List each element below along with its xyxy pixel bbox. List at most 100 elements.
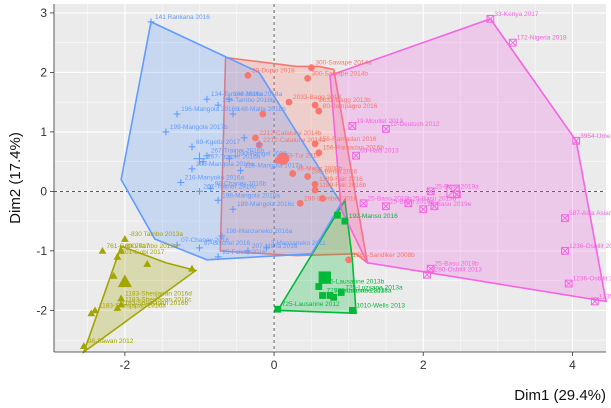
point-label: 725-Lausanne 2013c bbox=[327, 287, 389, 294]
point-label: 3-Manzaneko 2011 bbox=[271, 240, 327, 247]
data-point bbox=[259, 110, 267, 118]
data-point bbox=[274, 305, 282, 313]
point-label: 156-Ramadan 2016b bbox=[323, 145, 384, 152]
data-point bbox=[188, 165, 196, 173]
x-tick-label: 4 bbox=[569, 358, 576, 372]
point-label: 33-Kenya 2017 bbox=[494, 11, 538, 18]
y-tick-label: -2 bbox=[36, 303, 47, 317]
data-point bbox=[382, 202, 390, 211]
point-label: 189-Mangola 2016c bbox=[237, 201, 295, 208]
point-label: 98-Mertz 2009b bbox=[297, 166, 343, 173]
point-label: 07-Chaney 2016 bbox=[181, 237, 229, 244]
cluster-centroid bbox=[117, 274, 132, 288]
data-point bbox=[341, 217, 349, 225]
point-label: 12-Deutsch 2012 bbox=[390, 121, 440, 128]
data-point bbox=[188, 143, 196, 151]
data-point bbox=[296, 199, 304, 207]
data-point bbox=[162, 128, 170, 136]
point-label: 134-Tambo 2016b bbox=[222, 97, 275, 104]
point-label: 65-Haiti 2013 bbox=[360, 148, 399, 155]
point-label: 1183-Shesjapan 2016b bbox=[121, 300, 188, 307]
y-tick-label: 0 bbox=[40, 184, 47, 198]
point-label: 97-Bischel 2016 bbox=[203, 240, 250, 247]
point-label: 198-Mangola 2016a bbox=[222, 192, 280, 199]
data-point bbox=[561, 214, 569, 223]
data-point bbox=[229, 110, 237, 118]
point-label: 587-Asia Asian 2014 bbox=[569, 210, 611, 217]
y-tick-label: -1 bbox=[36, 244, 47, 258]
data-point bbox=[237, 167, 244, 174]
point-label: 25-Basu 2019b bbox=[435, 261, 479, 268]
data-point bbox=[319, 292, 326, 299]
data-point bbox=[79, 342, 88, 349]
y-tick-label: 2 bbox=[40, 65, 47, 79]
data-point bbox=[508, 38, 517, 47]
data-point bbox=[214, 253, 222, 261]
data-point bbox=[572, 136, 581, 145]
data-point bbox=[252, 134, 259, 142]
data-point bbox=[315, 149, 323, 157]
data-point bbox=[348, 306, 356, 314]
point-label: 300-Sawape 2014b bbox=[312, 70, 369, 77]
data-point bbox=[196, 187, 203, 195]
data-point bbox=[311, 101, 319, 109]
data-point bbox=[173, 110, 181, 118]
data-point bbox=[240, 134, 248, 142]
data-point bbox=[304, 74, 312, 82]
point-label: 95-Foleta 2016 bbox=[222, 249, 266, 256]
data-point bbox=[188, 264, 196, 272]
data-point bbox=[147, 18, 155, 26]
point-label: 193-Mangola 2016a bbox=[196, 161, 254, 168]
point-label: 725-Luzsane 2013a bbox=[334, 287, 392, 294]
y-tick-label: 1 bbox=[40, 125, 47, 139]
data-point bbox=[382, 125, 390, 133]
point-label: 800-Tambo 2013a bbox=[125, 243, 178, 250]
point-label: 1183-Shesjapan 2016d bbox=[125, 290, 192, 297]
data-point bbox=[229, 205, 237, 213]
point-label: 25-Basu 2019e bbox=[427, 201, 471, 208]
point-label: 1010-Wells 2013 bbox=[356, 302, 405, 309]
point-label: 267-Trainer 2016c bbox=[203, 183, 257, 190]
point-label: 80-Jampagro 2016 bbox=[323, 103, 378, 110]
point-label: 25-Basu 2019a bbox=[435, 183, 479, 190]
cluster-centroid bbox=[446, 184, 460, 199]
data-point bbox=[263, 244, 270, 252]
cluster-hull-1 bbox=[82, 245, 198, 355]
point-label: 25-Basu 2019b bbox=[368, 195, 412, 202]
point-label: 280-Berlin 2016 bbox=[312, 169, 358, 176]
point-label: 148-Malta 2018a bbox=[233, 91, 282, 98]
point-label: 1280-Osbilit 2013 bbox=[431, 267, 482, 274]
x-tick-label: 0 bbox=[271, 358, 278, 372]
data-point bbox=[359, 199, 368, 208]
data-point bbox=[91, 306, 99, 314]
point-label: 267-Trainer 2016a bbox=[207, 154, 261, 161]
data-point bbox=[430, 202, 439, 211]
data-point bbox=[98, 246, 107, 254]
point-label: 725-Luzsane 2013a bbox=[345, 285, 403, 292]
point-label: 286-Dumbell 2016 bbox=[304, 195, 358, 202]
point-label: 2212-Cataluny 2014a bbox=[263, 137, 326, 144]
data-points bbox=[79, 14, 599, 349]
data-point bbox=[285, 98, 293, 106]
data-point bbox=[426, 187, 435, 196]
data-point bbox=[214, 101, 222, 109]
data-point bbox=[117, 294, 126, 302]
data-point bbox=[199, 158, 207, 166]
point-label: 725-Lausanne 2012 bbox=[282, 301, 340, 308]
point-label: 1183-Shesjapan 2016a bbox=[99, 302, 166, 309]
point-label: 300-Sawape 2014a bbox=[315, 60, 372, 67]
data-point bbox=[311, 140, 319, 148]
data-point bbox=[330, 293, 338, 301]
data-point bbox=[348, 122, 357, 130]
data-point bbox=[225, 95, 233, 103]
y-axis-title: Dim2 (17.4%) bbox=[7, 132, 24, 224]
data-point bbox=[244, 71, 252, 79]
y-tick-label: 3 bbox=[40, 6, 47, 20]
data-point bbox=[177, 179, 185, 186]
data-point bbox=[315, 283, 323, 290]
point-labels: -830 Tambo 2013a 800-Tambo 2013a701-Gobi … bbox=[88, 11, 611, 345]
data-point bbox=[244, 247, 252, 255]
point-label: 2212-Cataluny 2014b bbox=[259, 130, 322, 137]
cluster-centroid bbox=[276, 152, 290, 165]
